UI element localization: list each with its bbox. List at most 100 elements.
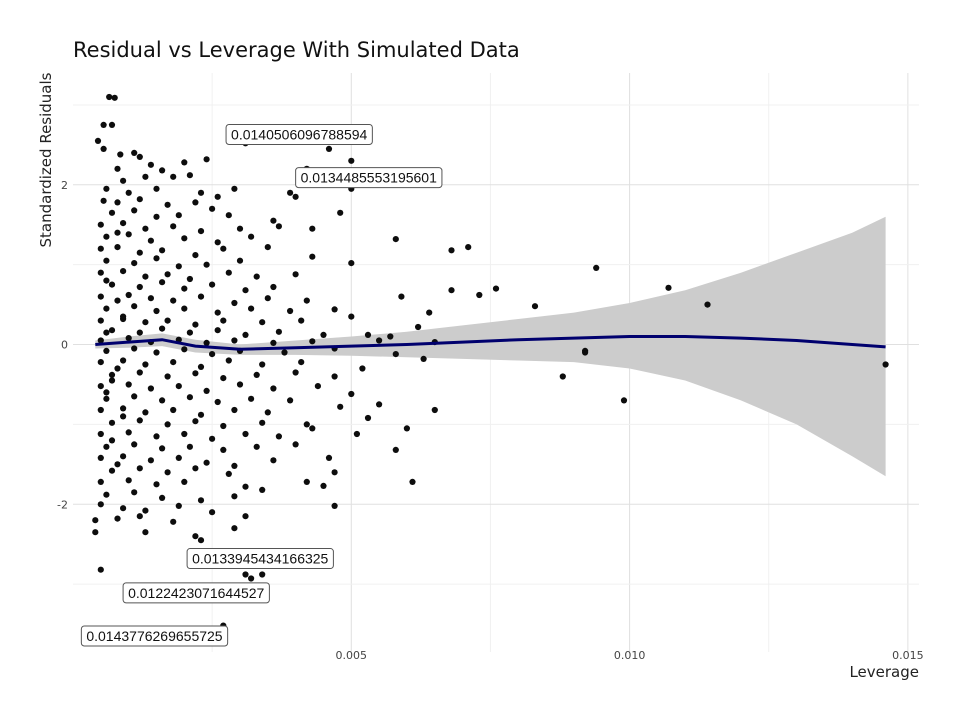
data-point: [97, 221, 104, 228]
data-point: [203, 261, 210, 268]
data-point: [153, 481, 160, 488]
data-point: [465, 244, 472, 251]
data-point: [103, 185, 110, 192]
data-point: [108, 371, 116, 378]
data-point: [231, 185, 238, 192]
data-point: [170, 223, 177, 230]
data-point: [253, 371, 260, 378]
point-label-box: [186, 548, 334, 570]
data-point: [214, 398, 221, 406]
data-point: [448, 247, 455, 254]
data-point: [248, 395, 255, 402]
data-point: [142, 273, 149, 280]
data-point: [170, 406, 177, 414]
x-axis-title: Leverage: [849, 663, 919, 681]
data-point: [136, 465, 143, 472]
data-point: [303, 478, 310, 485]
data-point: [292, 369, 299, 376]
data-point: [92, 529, 99, 536]
point-label-text: 0.0134485553195601: [301, 170, 437, 186]
data-point: [420, 355, 427, 362]
data-point: [292, 193, 299, 200]
data-point: [142, 361, 149, 368]
data-point: [97, 406, 104, 414]
data-point: [704, 301, 711, 308]
data-point: [225, 269, 232, 276]
data-point: [181, 346, 188, 353]
data-point: [117, 151, 124, 158]
data-point: [197, 293, 205, 300]
y-tick-label: -2: [57, 498, 68, 511]
data-point: [120, 313, 127, 320]
data-point: [348, 157, 355, 164]
data-point: [270, 457, 277, 464]
data-point: [159, 279, 166, 286]
data-point: [147, 295, 154, 302]
data-point: [153, 349, 160, 356]
data-point: [882, 361, 889, 368]
data-point: [292, 441, 299, 448]
data-point: [147, 161, 154, 168]
data-point: [192, 465, 199, 472]
data-point: [114, 165, 121, 172]
data-point: [359, 365, 366, 372]
data-point: [181, 159, 188, 166]
data-point: [159, 397, 166, 404]
data-point: [242, 571, 249, 578]
point-label-box: [122, 582, 270, 604]
data-point: [665, 284, 672, 291]
data-point: [100, 197, 107, 204]
data-point: [125, 335, 132, 342]
data-point: [392, 236, 399, 243]
data-point: [275, 433, 282, 440]
data-point: [242, 287, 249, 294]
data-point: [192, 418, 199, 425]
data-point: [100, 121, 107, 128]
data-point: [159, 247, 166, 254]
data-point: [131, 441, 138, 448]
data-point: [131, 345, 138, 352]
point-label-box: [295, 167, 443, 189]
data-point: [248, 575, 255, 582]
data-point: [259, 419, 266, 426]
data-point: [147, 385, 154, 392]
data-point: [164, 373, 171, 380]
data-point: [236, 381, 244, 388]
data-point: [376, 401, 383, 408]
data-point: [559, 373, 566, 380]
data-point: [120, 357, 127, 364]
data-point: [175, 502, 182, 509]
data-point: [325, 454, 333, 461]
data-point: [108, 437, 116, 444]
data-point: [203, 459, 210, 466]
data-point: [364, 414, 372, 422]
data-point: [159, 494, 166, 501]
data-point: [97, 337, 104, 344]
point-label: 0.0140506096788594: [225, 123, 373, 145]
data-point: [476, 291, 483, 299]
data-point: [186, 275, 193, 283]
data-point: [153, 213, 160, 220]
data-point: [131, 260, 138, 267]
data-point: [415, 323, 422, 331]
data-point: [259, 571, 266, 578]
data-point: [170, 297, 177, 304]
data-point: [220, 245, 227, 252]
data-point: [320, 331, 327, 338]
point-label-text: 0.0122423071644527: [128, 585, 264, 601]
data-point: [209, 509, 216, 516]
data-point: [298, 359, 305, 366]
data-point: [298, 317, 305, 324]
point-label-text: 0.0140506096788594: [231, 126, 367, 142]
data-point: [209, 435, 216, 442]
data-point: [348, 260, 355, 267]
data-point: [103, 233, 110, 240]
data-point: [100, 145, 107, 152]
data-point: [108, 209, 116, 216]
data-point: [309, 253, 316, 260]
data-point: [192, 199, 199, 206]
data-point: [259, 361, 266, 368]
data-point: [231, 525, 238, 532]
data-point: [97, 383, 104, 390]
data-point: [114, 244, 121, 251]
